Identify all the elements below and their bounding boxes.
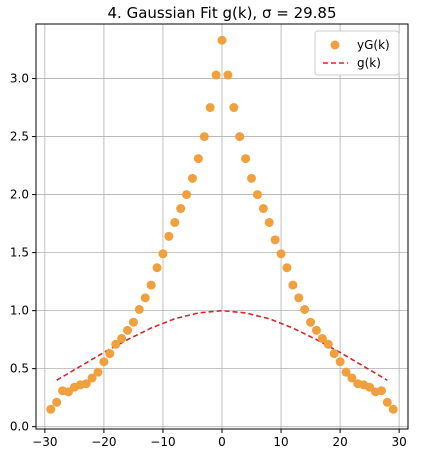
scatter-point [123, 325, 133, 335]
scatter-point [164, 231, 174, 241]
y-tick-label: 2.5 [10, 130, 29, 144]
scatter-point [241, 154, 251, 164]
scatter-point [87, 373, 97, 383]
scatter-point [199, 132, 209, 142]
axis-ticks: −30 −20 −10 0 10 20 30 0.0 0.5 1.0 1.5 2.0 2.5 3.0 [10, 72, 407, 449]
scatter-point [211, 70, 221, 80]
scatter-point [205, 103, 215, 113]
scatter-point [152, 263, 162, 273]
scatter-point [117, 333, 127, 343]
grid [36, 24, 408, 429]
scatter-point [288, 280, 298, 290]
scatter-point [300, 304, 310, 314]
scatter-point [382, 397, 392, 407]
scatter-point [52, 397, 62, 407]
scatter-point [306, 317, 316, 327]
scatter-point [311, 325, 321, 335]
y-tick-label: 1.5 [10, 246, 29, 260]
x-tick-label: −20 [91, 435, 116, 449]
y-tick-label: 2.0 [10, 188, 29, 202]
x-tick-label: 30 [392, 435, 407, 449]
scatter-point [217, 35, 227, 45]
legend-label-line: g(k) [357, 56, 381, 70]
scatter-point-layer [46, 35, 398, 414]
legend-marker-scatter [330, 40, 340, 50]
scatter-point [276, 249, 286, 259]
scatter-point [258, 204, 268, 214]
scatter-point [176, 204, 186, 214]
scatter-point [99, 357, 109, 367]
y-tick-label: 0.0 [10, 420, 29, 434]
scatter-point [111, 339, 121, 349]
y-tick-label: 3.0 [10, 72, 29, 86]
legend: yG(k) g(k) [314, 30, 400, 76]
scatter-point [247, 173, 257, 183]
y-tick-label: 0.5 [10, 362, 29, 376]
scatter-point [335, 357, 345, 367]
scatter-point [388, 404, 398, 414]
scatter-point [140, 293, 150, 303]
scatter-point [294, 293, 304, 303]
scatter-point [229, 103, 239, 113]
scatter-point [134, 304, 144, 314]
scatter-point [270, 235, 280, 245]
legend-label-scatter: yG(k) [357, 38, 390, 52]
x-tick-label: 10 [273, 435, 288, 449]
y-tick-label: 1.0 [10, 304, 29, 318]
scatter-point [329, 349, 339, 359]
scatter-point [323, 339, 333, 349]
scatter-point [317, 333, 327, 343]
x-tick-label: −10 [150, 435, 175, 449]
scatter-point [193, 154, 203, 164]
scatter-point [264, 217, 274, 227]
scatter-point [105, 349, 115, 359]
scatter-point [182, 190, 192, 200]
scatter-point [282, 263, 292, 273]
scatter-point [81, 379, 91, 389]
scatter-point [187, 173, 197, 183]
scatter-point [223, 70, 233, 80]
scatter-point [128, 317, 138, 327]
scatter-point [46, 404, 56, 414]
chart-title: 4. Gaussian Fit g(k), σ = 29.85 [107, 4, 336, 22]
scatter-point [376, 386, 386, 396]
scatter-point [93, 367, 103, 377]
x-tick-label: 0 [218, 435, 226, 449]
scatter-point [146, 280, 156, 290]
scatter-point [341, 367, 351, 377]
scatter-point [158, 249, 168, 259]
scatter-point [347, 373, 357, 383]
x-tick-label: −30 [32, 435, 57, 449]
scatter-point [170, 217, 180, 227]
fit-line-layer [56, 309, 388, 381]
scatter-point [252, 190, 262, 200]
scatter-point [235, 132, 245, 142]
x-tick-label: 20 [332, 435, 347, 449]
fit-line [56, 309, 388, 381]
